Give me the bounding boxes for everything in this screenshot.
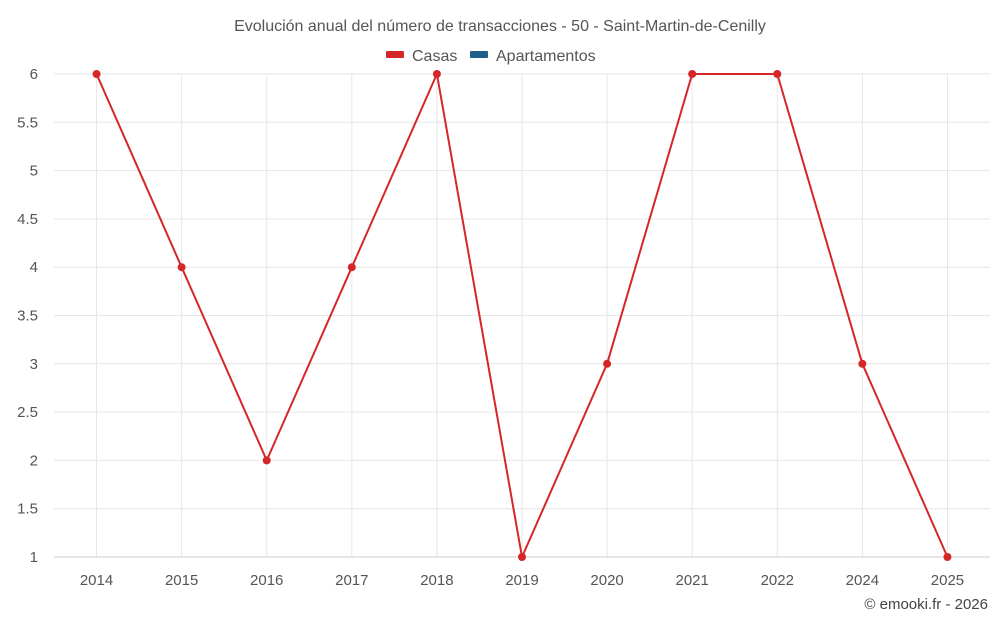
y-tick-label: 2.5 — [17, 404, 38, 421]
y-tick-label: 3 — [30, 356, 38, 373]
legend-label-apartamentos: Apartamentos — [496, 48, 596, 65]
y-tick-label: 5.5 — [17, 114, 38, 131]
x-tick-label: 2014 — [80, 572, 113, 589]
data-point[interactable] — [858, 359, 867, 368]
credit: © emooki.fr - 2026 — [864, 596, 988, 613]
y-tick-label: 2 — [30, 452, 38, 469]
legend-item-apartamentos[interactable]: Apartamentos — [470, 48, 596, 65]
data-point[interactable] — [773, 70, 782, 78]
data-point[interactable] — [177, 263, 186, 272]
x-tick-label: 2018 — [420, 572, 453, 589]
x-tick-label: 2025 — [931, 572, 964, 589]
y-tick-label: 4.5 — [17, 211, 38, 228]
data-point[interactable] — [688, 70, 697, 78]
y-tick-label: 1.5 — [17, 501, 38, 518]
y-tick-label: 5 — [30, 163, 38, 180]
data-point[interactable] — [92, 70, 101, 78]
y-tick-label: 1 — [30, 549, 38, 566]
data-point[interactable] — [432, 70, 441, 78]
chart-title: Evolución anual del número de transaccio… — [234, 18, 766, 35]
data-point[interactable] — [603, 359, 612, 368]
y-tick-label: 3.5 — [17, 308, 38, 325]
legend-label-casas: Casas — [412, 48, 457, 65]
data-point[interactable] — [347, 263, 356, 272]
x-tick-label: 2021 — [675, 572, 708, 589]
data-point[interactable] — [943, 553, 952, 561]
axes: 1 1.5 2 2.5 3 3.5 4 4.5 5 5.5 6 2014 2015 2016 2017 201… — [17, 66, 990, 589]
x-tick-label: 2024 — [846, 572, 879, 589]
series — [92, 70, 952, 561]
legend-swatch-casas — [386, 51, 404, 58]
legend: Casas Apartamentos — [386, 48, 596, 65]
legend-swatch-apartamentos — [470, 51, 488, 58]
x-tick-label: 2017 — [335, 572, 368, 589]
x-tick-label: 2019 — [505, 572, 538, 589]
legend-item-casas[interactable]: Casas — [386, 48, 457, 65]
x-tick-label: 2015 — [165, 572, 198, 589]
grid — [54, 73, 990, 557]
x-tick-label: 2016 — [250, 572, 283, 589]
x-tick-label: 2020 — [590, 572, 623, 589]
x-tick-label: 2022 — [761, 572, 794, 589]
y-tick-label: 6 — [30, 66, 38, 83]
data-point[interactable] — [262, 456, 271, 465]
data-point[interactable] — [518, 553, 526, 561]
y-tick-label: 4 — [30, 259, 38, 276]
